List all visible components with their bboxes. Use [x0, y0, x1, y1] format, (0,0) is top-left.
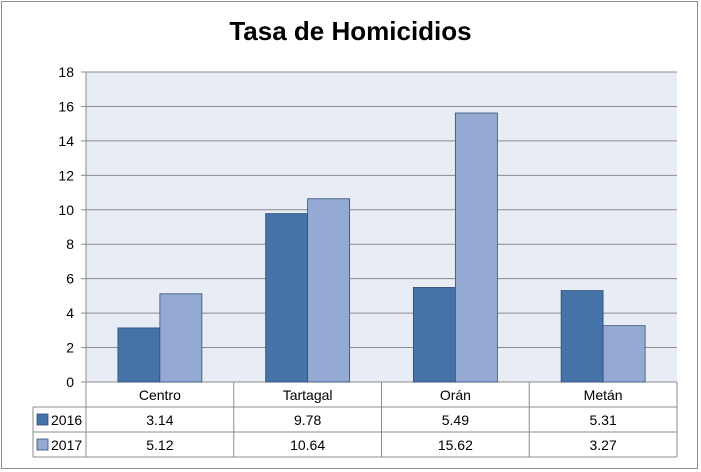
data-label: 9.78: [294, 412, 321, 428]
category-label: Orán: [440, 387, 471, 403]
legend-label: 2016: [51, 412, 82, 428]
bar-2017-metán: [602, 325, 646, 383]
y-tick-label: 0: [66, 374, 74, 390]
category-label: Tartagal: [283, 387, 333, 403]
category-label: Centro: [139, 387, 181, 403]
y-tick-label: 4: [66, 305, 74, 321]
bar-2017-centro: [159, 293, 203, 383]
y-tick-label: 8: [66, 236, 74, 252]
chart-title: Tasa de Homicidios: [229, 16, 472, 46]
data-label: 15.62: [438, 437, 473, 453]
bar-2017-tartagal: [307, 198, 351, 383]
category-label: Metán: [584, 387, 623, 403]
data-label: 5.49: [442, 412, 469, 428]
legend-label: 2017: [51, 437, 82, 453]
y-tick-label: 16: [58, 98, 74, 114]
y-tick-label: 2: [66, 340, 74, 356]
bar-2016-centro: [117, 327, 161, 383]
bar-2016-metán: [560, 290, 604, 383]
data-label: 3.27: [590, 437, 617, 453]
bar-2016-orán: [412, 287, 456, 383]
y-tick-label: 10: [58, 202, 74, 218]
data-label: 5.31: [590, 412, 617, 428]
data-label: 10.64: [290, 437, 325, 453]
bar-2017-orán: [454, 112, 498, 383]
y-tick-label: 12: [58, 167, 74, 183]
legend-key-2016: [36, 413, 49, 426]
bar-2016-tartagal: [265, 213, 309, 383]
y-tick-label: 14: [58, 133, 74, 149]
data-label: 3.14: [146, 412, 173, 428]
legend-key-2017: [36, 438, 49, 451]
data-label: 5.12: [146, 437, 173, 453]
y-tick-label: 6: [66, 271, 74, 287]
y-tick-label: 18: [58, 64, 74, 80]
